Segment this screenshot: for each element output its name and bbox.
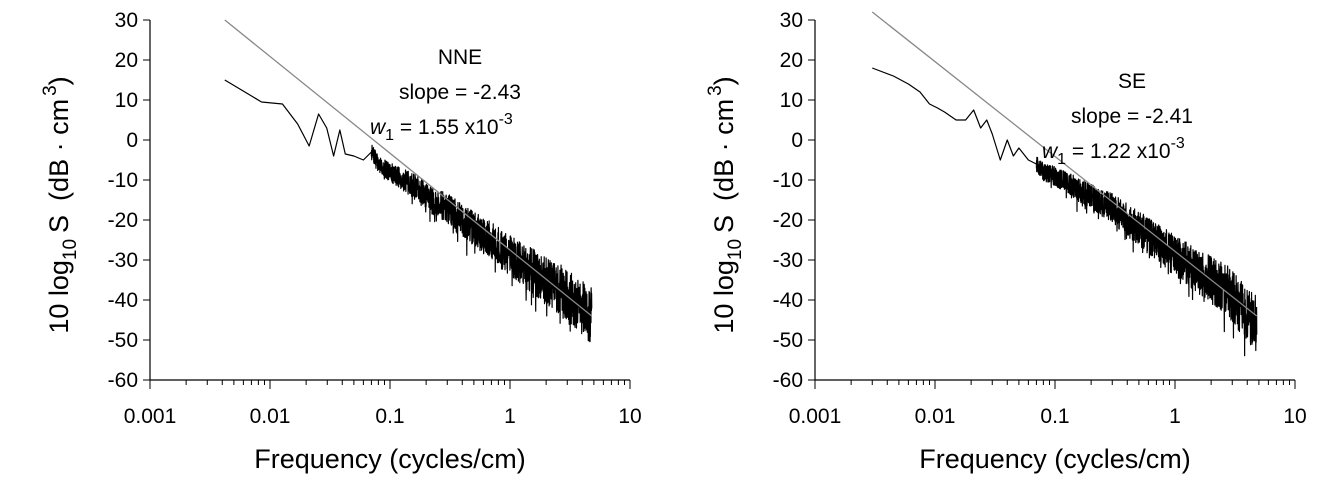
w-exp: -3 xyxy=(499,111,513,128)
y-tick-label: 0 xyxy=(791,129,803,152)
y-title-s: S xyxy=(44,215,74,233)
w-value: = 1.22 x10 xyxy=(1066,140,1171,163)
y-title-close: ) xyxy=(709,76,739,85)
y-title-main: 10 log xyxy=(709,260,739,334)
y-tick-label: -30 xyxy=(108,249,138,272)
y-title-unit: (dB · cm xyxy=(44,99,74,201)
x-tick-label: 10 xyxy=(1283,405,1306,428)
w-symbol: w xyxy=(1042,140,1059,163)
annotation-site: NNE xyxy=(438,46,482,69)
fit-line xyxy=(871,11,1258,317)
y-title-unit: (dB · cm xyxy=(709,99,739,201)
x-tick-label: 0.01 xyxy=(915,405,956,428)
y-tick-label: -60 xyxy=(108,369,138,392)
y-axis-title: 10 log10 S (dB · cm 3) xyxy=(705,76,746,333)
w-exp: -3 xyxy=(1171,135,1185,152)
chart-panel-left: 30 20 10 0 -10 -20 -30 -40 -50 -60 0.001 0.01 0.1 1 10… xyxy=(40,9,642,474)
x-axis-title: Frequency (cycles/cm) xyxy=(254,444,526,474)
y-title-unit-sup: 3 xyxy=(705,85,726,96)
y-tick-label: -10 xyxy=(108,169,138,192)
x-tick-label: 1 xyxy=(1169,405,1181,428)
y-tick-label: -20 xyxy=(108,209,138,232)
w-symbol: w xyxy=(370,116,387,139)
x-axis-title: Frequency (cycles/cm) xyxy=(919,444,1191,474)
y-title-sub: 10 xyxy=(60,239,81,260)
y-tick-label: -40 xyxy=(773,289,803,312)
y-tick-label: -50 xyxy=(773,329,803,352)
x-tick-label: 1 xyxy=(504,405,516,428)
fit-line xyxy=(224,19,593,317)
y-tick-label: -40 xyxy=(108,289,138,312)
annotation-slope: slope = -2.43 xyxy=(399,81,521,104)
y-tick-label: 0 xyxy=(126,129,138,152)
y-tick-label: 20 xyxy=(115,49,138,72)
chart-panel-right: 30 20 10 0 -10 -20 -30 -40 -50 -60 0.001 0.01 0.1 1 10… xyxy=(705,9,1307,474)
w-value: = 1.55 x10 xyxy=(394,116,499,139)
spectrum-series xyxy=(224,79,593,343)
x-tick-label: 0.01 xyxy=(250,405,291,428)
w-sub: 1 xyxy=(385,127,394,144)
annotation-w1: w1 = 1.55 x10-3 xyxy=(370,111,513,144)
annotation-slope: slope = -2.41 xyxy=(1071,105,1193,128)
y-tick-label: -10 xyxy=(773,169,803,192)
annotation-w1: w1 = 1.22 x10-3 xyxy=(1042,135,1185,168)
y-tick-label: 10 xyxy=(115,89,138,112)
y-tick-label: 20 xyxy=(780,49,803,72)
y-tick-label: -30 xyxy=(773,249,803,272)
y-tick-label: 30 xyxy=(115,9,138,32)
x-tick-label: 10 xyxy=(618,405,641,428)
x-tick-label: 0.1 xyxy=(375,405,404,428)
x-tick-label: 0.001 xyxy=(789,405,842,428)
y-tick-label: -60 xyxy=(773,369,803,392)
y-title-unit-sup: 3 xyxy=(40,85,61,96)
y-axis-title: 10 log10 S (dB · cm 3) xyxy=(40,76,81,333)
y-tick-label: -20 xyxy=(773,209,803,232)
y-title-close: ) xyxy=(44,76,74,85)
x-tick-label: 0.001 xyxy=(124,405,177,428)
y-tick-label: 10 xyxy=(780,89,803,112)
y-title-s: S xyxy=(709,215,739,233)
w-sub: 1 xyxy=(1057,151,1066,168)
y-tick-label: -50 xyxy=(108,329,138,352)
annotation-site: SE xyxy=(1118,70,1146,93)
y-tick-label: 30 xyxy=(780,9,803,32)
y-title-sub: 10 xyxy=(725,239,746,260)
x-tick-label: 0.1 xyxy=(1040,405,1069,428)
y-title-main: 10 log xyxy=(44,260,74,334)
spectrum-series xyxy=(872,67,1258,357)
